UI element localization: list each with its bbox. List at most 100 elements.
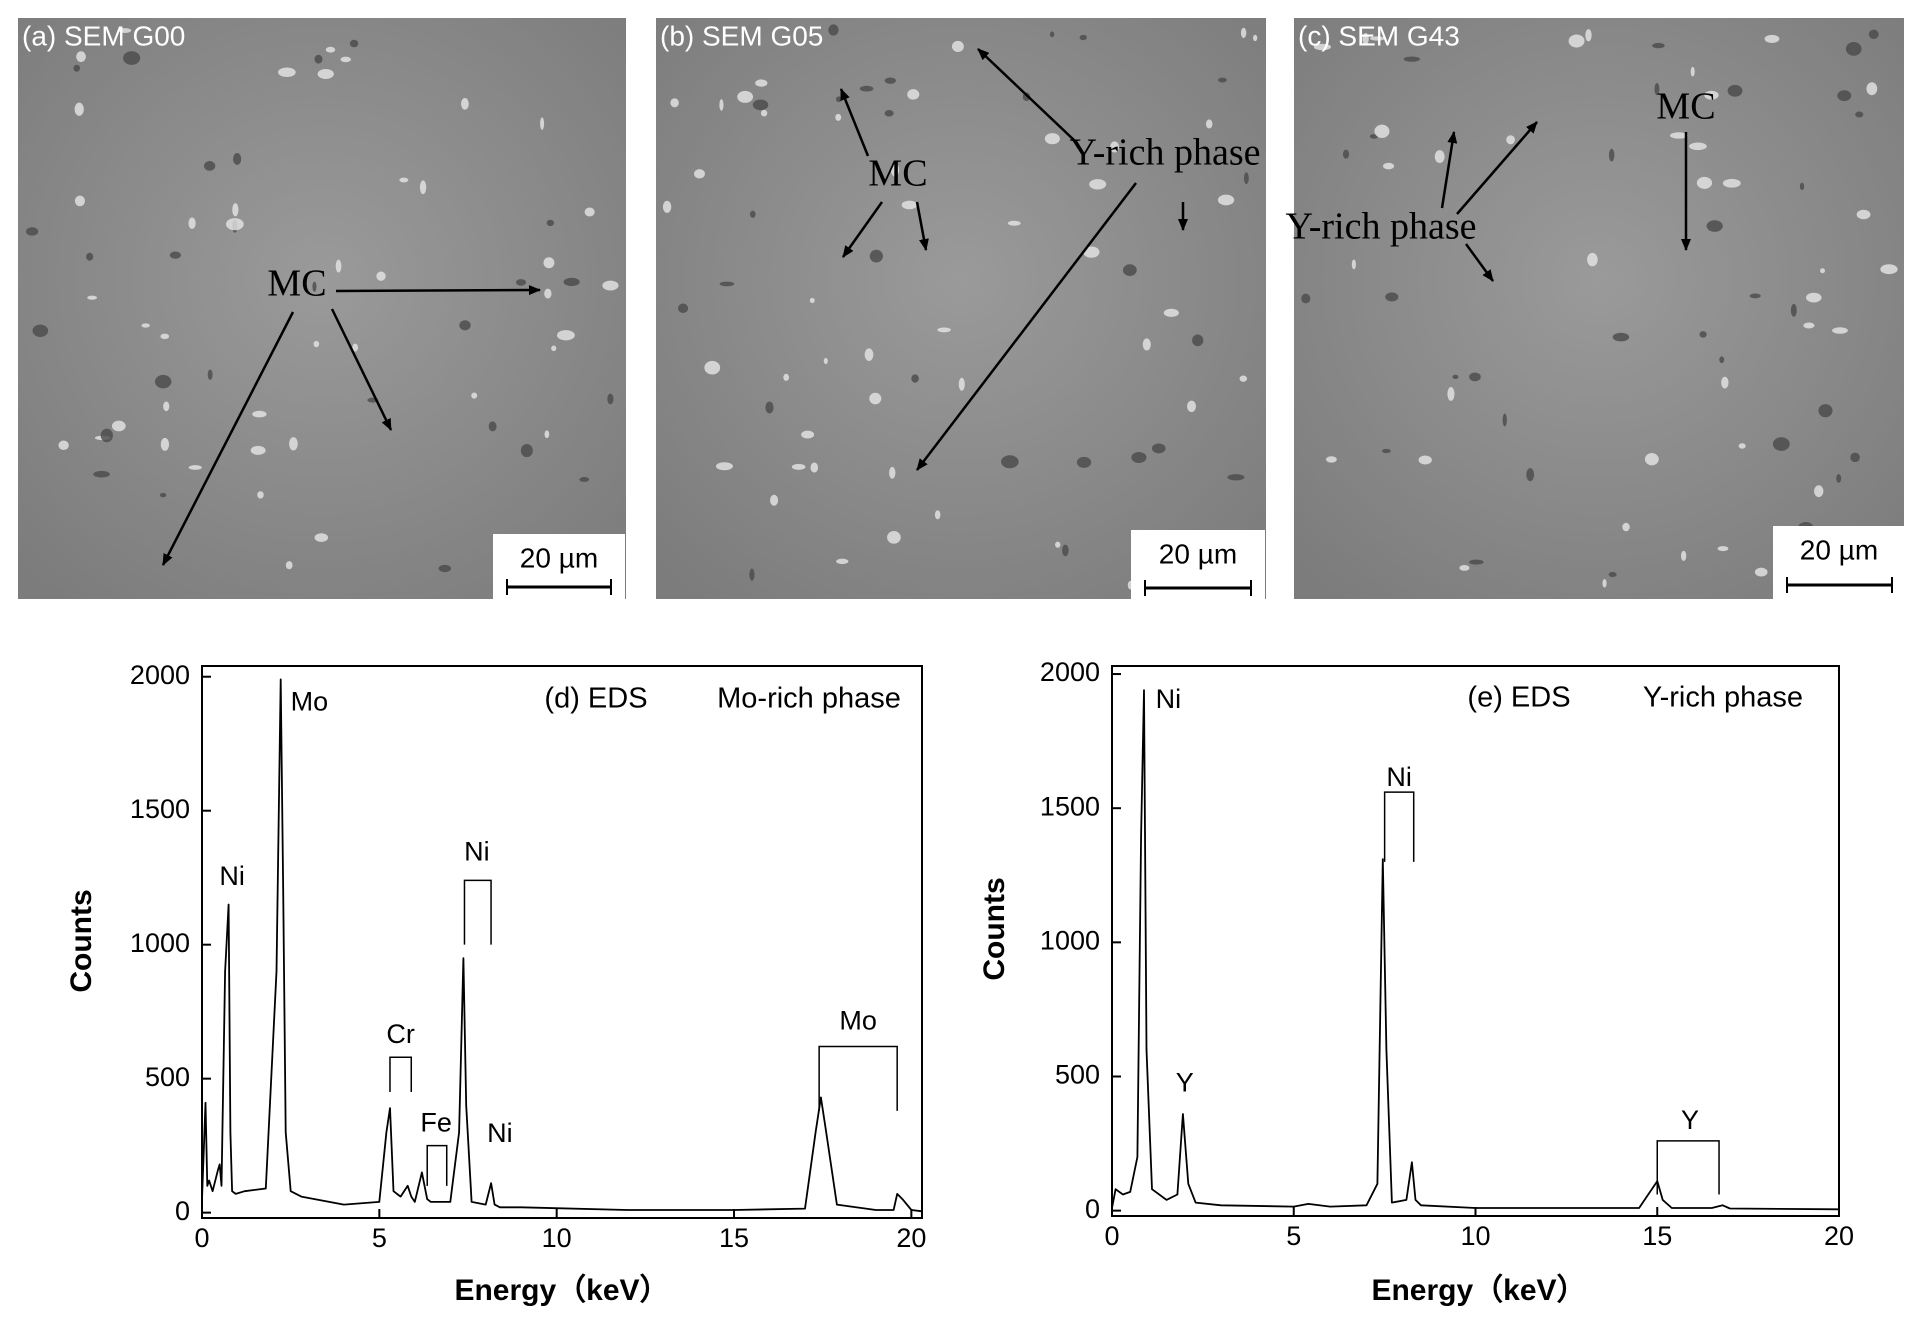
sem-particle [937,327,951,333]
sem-particle [890,163,900,177]
sem-particle [715,462,733,471]
sem-particle [1608,571,1617,578]
sem-particle [314,54,323,64]
sem-particle [86,252,94,261]
sem-particle [1856,209,1871,220]
sem-particle [154,374,172,389]
peak-bracket [1656,1140,1720,1195]
sem-particle [1820,268,1825,274]
sem-particle [1381,448,1391,454]
sem-particle [160,437,170,451]
sem-particle [335,259,342,273]
arrow [1464,243,1495,282]
sem-particle [1568,34,1585,48]
sem-particle [226,218,244,231]
y-tick-label: 0 [175,1196,190,1226]
sem-particle [349,39,359,48]
y-tick-label: 500 [145,1062,190,1092]
sem-particle [1217,77,1227,83]
x-axis-title: Energy（keV） [454,1273,669,1307]
sem-particle [791,463,806,470]
sem-particle [1301,293,1311,304]
sem-particle [1083,246,1100,258]
sem-label: (b) SEM G05 [660,20,823,51]
sem-particle [1151,443,1166,454]
sem-particle [907,89,920,100]
sem-particle [250,445,266,455]
sem-particle [438,564,452,573]
sem-particle [488,421,497,432]
sem-particle [662,200,672,213]
peak-label: Mo [839,1006,877,1036]
sem-particle [1205,119,1213,129]
sem-particle [1764,34,1780,43]
sem-particle [461,97,469,110]
peak-bracket [818,1045,898,1111]
sem-particle [76,51,86,63]
sem-particle [828,24,839,36]
plot-frame [1111,665,1840,1217]
x-tick-label: 20 [1824,1221,1854,1251]
sem-particle [958,377,965,391]
scale-label: 20 µm [1159,538,1237,569]
sem-particle [1855,111,1864,118]
sem-annotation: MC [868,153,927,195]
sem-particle [188,217,196,229]
sem-image [656,18,1266,599]
sem-particle [313,340,320,348]
sem-particle [810,462,819,473]
y-tick-label: 500 [1055,1060,1100,1090]
sem-particle [520,444,533,458]
sem-particle [836,558,849,565]
sem-particle [1836,474,1842,483]
sem-particle [1814,485,1824,498]
sem-particle [783,373,790,381]
sem-particle [1722,178,1741,188]
sem-particle [1243,172,1249,185]
sem-particle [1837,90,1852,102]
scale-label: 20 µm [1800,534,1878,565]
sem-particle [376,271,386,281]
sem-particle [1382,162,1395,170]
sem-particle [233,153,242,165]
sem-particle [232,203,239,217]
sem-particle [602,280,619,291]
sem-particle [1342,149,1350,159]
sem-particle [207,369,213,380]
sem-particle [93,470,110,478]
sem-particle [540,117,545,130]
sem-particle [1699,331,1707,338]
peak-label: Y [1176,1068,1194,1098]
sem-particle [1325,456,1337,463]
sem-particle [203,161,216,171]
sem-particle [169,251,181,259]
sem-particle [1110,141,1120,153]
y-tick-label: 2000 [130,660,190,690]
sem-particle [1217,194,1235,206]
arrow [839,88,870,157]
y-tick-label: 2000 [1040,657,1100,687]
sem-particle [1689,142,1707,151]
panel-title: (d) EDS [544,683,647,715]
peak-label: Ni [487,1118,513,1148]
sem-particle [1055,541,1061,548]
sem-particle [551,345,557,352]
sem-particle [1079,34,1087,41]
sem-particle [869,392,882,405]
sem-particle [809,297,815,304]
arrow [1456,121,1538,215]
sem-particle [1803,322,1815,329]
sem-particle [765,401,774,414]
sem-particle [1772,437,1790,451]
x-tick-label: 15 [719,1223,749,1253]
sem-particle [1089,179,1107,190]
sem-particle [100,428,113,443]
arrow [1440,131,1458,209]
sem-particle [1227,474,1245,481]
sem-particle [188,465,202,470]
x-tick-label: 15 [1642,1221,1672,1251]
sem-particle [1612,332,1630,342]
sem-particle [884,110,894,117]
x-tick-label: 5 [1286,1221,1301,1251]
